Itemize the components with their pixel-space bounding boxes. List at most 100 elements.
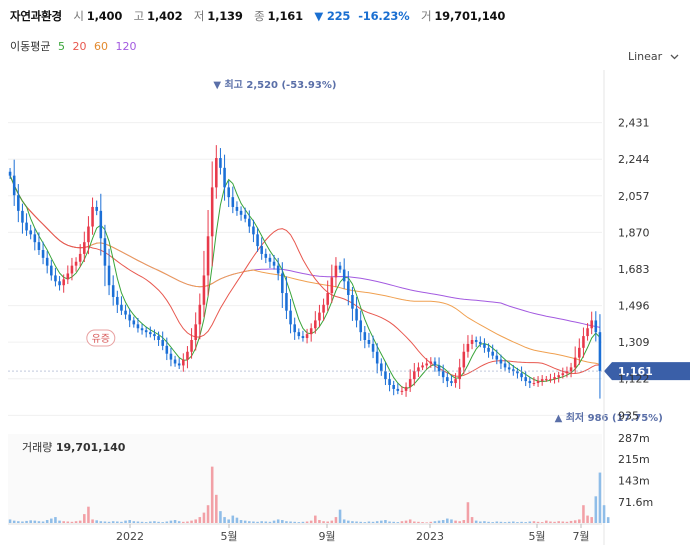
candle-down <box>136 324 140 329</box>
candle-up <box>309 328 313 335</box>
volume-bar <box>202 512 206 523</box>
volume-bar <box>58 520 61 523</box>
candle-up <box>425 363 428 366</box>
candle-up <box>198 304 202 325</box>
volume-bar <box>169 520 173 523</box>
candle-down <box>437 365 441 372</box>
volume-bar <box>561 521 565 523</box>
volume-bar <box>235 517 239 523</box>
candle-down <box>528 381 532 384</box>
volume-bar <box>429 521 433 523</box>
ma-60-label: 60 <box>93 40 108 53</box>
volume-bar <box>91 519 94 523</box>
candle-up <box>578 347 581 358</box>
volume-tick-label: 287m <box>618 432 650 445</box>
volume-bar <box>111 521 115 523</box>
candle-up <box>206 236 210 276</box>
candle-up <box>70 265 74 274</box>
volume-bar <box>347 520 350 523</box>
moving-average-legend[interactable]: 이동평균 5 20 60 120 <box>10 38 140 54</box>
candle-up <box>545 379 548 381</box>
candle-down <box>153 334 156 337</box>
candle-down <box>285 293 288 311</box>
candle-down <box>161 340 164 346</box>
candle-down <box>243 214 247 219</box>
candle-down <box>144 330 148 333</box>
volume-bar <box>219 511 222 523</box>
volume-bar <box>153 521 156 523</box>
candle-down <box>45 257 49 266</box>
volume-bar <box>83 514 86 523</box>
candle-down <box>384 371 387 380</box>
open-label: 시 <box>73 9 84 23</box>
volume-bar <box>355 521 358 523</box>
volume-bar <box>516 522 519 523</box>
candle-down <box>367 340 371 344</box>
candle-down <box>276 265 280 274</box>
high-value: 1,402 <box>147 9 183 23</box>
current-price-label: 1,161 <box>618 365 653 378</box>
volume-bar <box>281 520 284 523</box>
volume-bar <box>342 519 346 523</box>
volume-bar <box>62 521 65 523</box>
volume-bar <box>190 520 193 523</box>
candle-up <box>66 273 70 280</box>
candle-down <box>116 296 119 305</box>
scale-label: Linear <box>628 50 663 63</box>
candle-down <box>239 210 243 215</box>
volume-bar <box>590 517 593 523</box>
volume-bar <box>474 520 478 523</box>
candle-up <box>87 226 90 243</box>
volume-bar <box>29 520 32 523</box>
volume-bar <box>182 521 185 523</box>
volume-bar <box>553 521 556 523</box>
candle-down <box>289 310 292 325</box>
volume-bar <box>524 522 527 523</box>
volume-bar <box>210 466 214 523</box>
volume-bar <box>371 521 375 523</box>
candle-down <box>487 347 490 352</box>
volume-bar <box>565 521 569 523</box>
volume-bar <box>528 521 532 523</box>
candle-down <box>227 187 230 198</box>
candle-up <box>565 371 569 374</box>
volume-bar <box>503 522 507 523</box>
volume-bar <box>582 505 585 523</box>
volume-bar <box>334 517 338 523</box>
candle-down <box>474 340 478 342</box>
stock-name: 자연과환경 <box>10 9 62 23</box>
volume-tick-label: 143m <box>618 475 650 488</box>
volume-bar <box>231 515 235 523</box>
volume-bar <box>569 520 573 523</box>
low-annotation: ▲ 최저 986 (17.75%) <box>555 411 663 424</box>
current-price-tag <box>604 362 690 381</box>
high-annotation: ▼ 최고 2,520 (-53.93%) <box>213 78 336 91</box>
candle-down <box>248 218 251 227</box>
candle-up <box>590 320 593 329</box>
volume-bar <box>367 521 371 523</box>
scale-selector[interactable]: Linear <box>628 50 679 63</box>
volume-bar <box>25 520 28 523</box>
candle-down <box>392 385 395 389</box>
volume-tick-label: 215m <box>618 453 650 466</box>
price-tick-label: 2,057 <box>618 190 650 203</box>
candle-down <box>165 345 169 354</box>
candle-up <box>408 379 412 387</box>
candle-down <box>177 363 181 366</box>
volume-bar <box>116 521 119 523</box>
candle-up <box>569 367 573 372</box>
candle-down <box>235 206 239 211</box>
x-tick-label: 7월 <box>572 530 589 543</box>
volume-bar <box>462 520 466 523</box>
candle-up <box>404 386 408 391</box>
ma-120-label: 120 <box>115 40 137 53</box>
volume-bar <box>400 521 404 523</box>
volume-value: 19,701,140 <box>434 9 506 23</box>
candle-up <box>532 383 536 385</box>
candle-up <box>326 293 329 305</box>
date-axis: 2022 5월 9월 2023 5월 7월 <box>8 523 602 543</box>
candle-up <box>413 371 416 380</box>
volume-bar <box>495 521 499 523</box>
volume-bar <box>21 521 24 523</box>
